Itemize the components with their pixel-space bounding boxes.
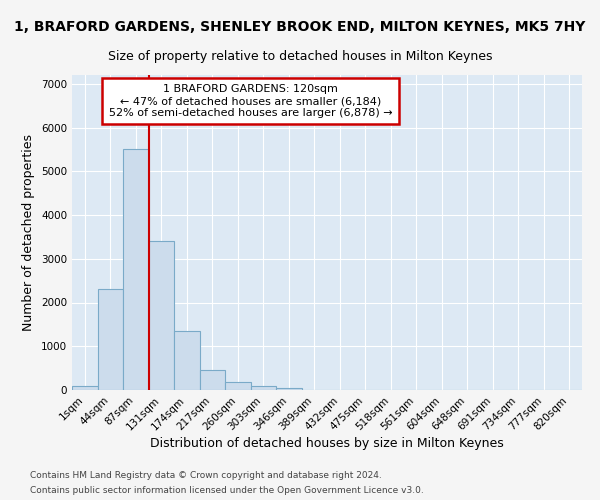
Bar: [123, 150, 149, 390]
Bar: [149, 242, 174, 390]
Text: Contains HM Land Registry data © Crown copyright and database right 2024.: Contains HM Land Registry data © Crown c…: [30, 471, 382, 480]
Text: Contains public sector information licensed under the Open Government Licence v3: Contains public sector information licen…: [30, 486, 424, 495]
Bar: [174, 331, 199, 390]
Text: 1, BRAFORD GARDENS, SHENLEY BROOK END, MILTON KEYNES, MK5 7HY: 1, BRAFORD GARDENS, SHENLEY BROOK END, M…: [14, 20, 586, 34]
Bar: [251, 386, 276, 390]
Bar: [72, 386, 97, 390]
X-axis label: Distribution of detached houses by size in Milton Keynes: Distribution of detached houses by size …: [150, 438, 504, 450]
Bar: [225, 382, 251, 390]
Text: 1 BRAFORD GARDENS: 120sqm
← 47% of detached houses are smaller (6,184)
52% of se: 1 BRAFORD GARDENS: 120sqm ← 47% of detac…: [109, 84, 392, 117]
Bar: [97, 290, 123, 390]
Y-axis label: Number of detached properties: Number of detached properties: [22, 134, 35, 331]
Bar: [199, 370, 225, 390]
Text: Size of property relative to detached houses in Milton Keynes: Size of property relative to detached ho…: [108, 50, 492, 63]
Bar: [276, 388, 302, 390]
